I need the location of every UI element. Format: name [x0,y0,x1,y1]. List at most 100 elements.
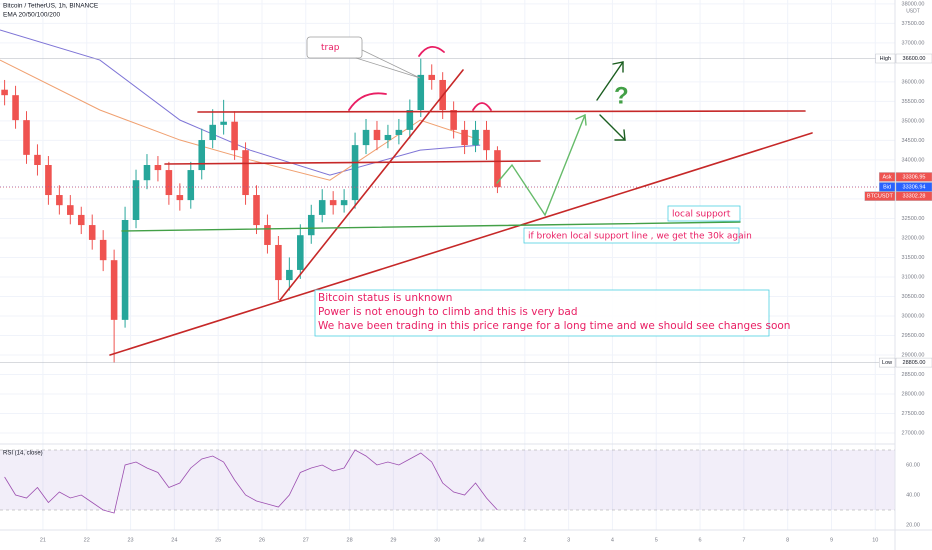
price-tag-name-box [879,357,896,368]
y-tick-label: 32500.00 [902,216,925,222]
y-tick-label: 27500.00 [902,411,925,417]
y-tick-label: 34000.00 [902,157,925,163]
y-tick-label: 38000.00 [902,1,925,7]
rsi-band [0,449,895,510]
y-tick-label: 35500.00 [902,99,925,105]
rsi-tick-label: 20.00 [906,522,920,528]
resistance-line [197,110,806,113]
candle-body [395,129,403,135]
price-tag-name: BTCUSDT [867,194,894,200]
candle-body [45,165,52,196]
price-tag-name: Low [882,360,892,366]
candle-body [34,154,41,165]
x-tick-label: 26 [259,537,265,543]
candle-body [318,200,326,215]
candle-body [154,165,162,171]
x-tick-label: 23 [127,537,133,543]
x-tick-label: 10 [872,537,878,543]
label-box [667,205,741,222]
x-tick-label: 22 [84,537,90,543]
candle-body [264,225,271,245]
price-tag-box [895,172,932,182]
highlight-arc [472,102,492,111]
price-tag-value: 33306.95 [903,174,926,180]
x-tick-label: 5 [655,537,658,543]
candle-body [340,200,348,206]
candle-body [220,121,227,125]
y-tick-label: 30000.00 [902,313,925,319]
candle-body [450,110,457,130]
data-layer [0,29,895,514]
x-tick-label: 9 [830,537,833,543]
axis-unit: USDT [906,8,920,14]
question-mark: ? [614,82,629,109]
candle-body [351,145,359,201]
trap-label: trap [321,43,340,53]
candle-body [176,195,184,201]
break-label: if broken local support line , we get th… [528,232,752,242]
candle-body [143,165,151,181]
callout-box [306,36,363,59]
candle-body [384,134,392,141]
callout-pointer [355,49,421,79]
highlight-arc [418,46,445,57]
x-tick-label: 7 [742,537,745,543]
rsi-tick-label: 60.00 [906,462,920,468]
y-tick-label: 29000.00 [902,352,925,358]
candle-body [165,170,173,196]
x-tick-label: 30 [434,537,440,543]
candle-body [121,220,129,320]
rsi-line [4,449,498,514]
candle-body [472,129,479,146]
x-tick-label: 6 [699,537,702,543]
x-tick-label: 24 [171,537,177,543]
candle-body [373,129,381,141]
price-tag-box [895,53,932,64]
price-tag-value: 36600.00 [903,56,926,62]
price-tag-name-box [864,191,896,201]
price-tag-name: High [880,56,891,62]
rsi-tick-label: 40.00 [906,492,920,498]
candle-body [461,129,468,146]
note-box [314,289,770,337]
arrow-head [612,61,624,73]
price-tag-name-box [879,172,896,182]
candle-body [56,195,63,206]
price-tag-value: 28805.00 [903,360,926,366]
candle-body [132,180,140,220]
price-tag-box [895,357,932,368]
note-line: Power is not enough to climb and this is… [318,306,578,318]
candle-body [253,195,260,226]
candle-body [483,129,490,151]
down-arrow [599,114,626,141]
x-tick-label: 8 [786,537,789,543]
trend-line [109,132,813,356]
x-tick-label: 27 [303,537,309,543]
candle-body [198,140,206,171]
candle-body [286,269,293,281]
y-tick-label: 28000.00 [902,391,925,397]
support-line [121,221,741,232]
candle-body [494,150,501,188]
price-tag-name: Ask [883,174,892,180]
candle-body [187,170,195,201]
highlight-arc [348,92,387,111]
y-tick-label: 36000.00 [902,79,925,85]
x-tick-label: 2 [523,537,526,543]
candle-body [1,89,8,96]
rsi-title: RSI (14, close) [3,451,43,457]
x-tick-label: 28 [347,537,353,543]
y-tick-label: 29500.00 [902,333,925,339]
x-tick-label: 25 [215,537,221,543]
note-line: Bitcoin status is unknown [318,292,452,304]
candle-body [231,121,238,151]
price-tag-name-box [875,53,896,64]
x-tick-label: 3 [567,537,570,543]
candle-body [417,74,425,110]
candle-body [428,74,436,80]
candle-body [77,214,85,226]
candle-body [99,239,107,261]
arrow-head [614,129,626,141]
